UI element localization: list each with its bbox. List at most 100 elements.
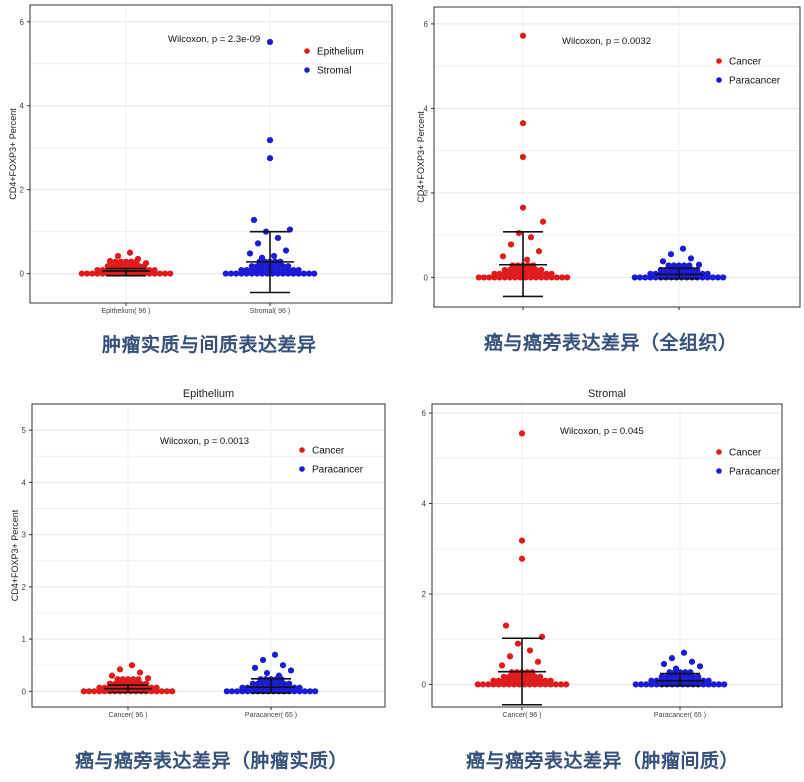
data-point [542,677,549,684]
data-point [475,274,482,281]
y-tick-label: 0 [422,680,427,689]
data-point-outlier [254,240,262,247]
series-cancer [475,32,571,281]
data-point-outlier [274,234,282,242]
data-point-outlier [114,252,122,260]
data-point-outlier [502,622,510,629]
data-point [670,262,677,269]
data-point-outlier [519,32,527,39]
legend-marker [299,447,305,453]
wilcoxon-annotation: Wilcoxon, p = 0.045 [560,426,644,437]
chart-panel-4: 0 2 4 6 Cancer( 96 ) Paracancer( 65 ) Stromal W… [404,380,804,740]
data-point [122,258,130,265]
y-tick-label: 1 [22,635,27,644]
y-tick-label: 0 [22,687,27,696]
data-point-outlier [266,38,274,46]
data-point [543,270,550,277]
data-point [490,677,497,684]
data-point-outlier [668,655,676,662]
data-point-outlier [518,430,526,437]
chart-title: Epithelium [183,388,234,400]
chart-title: Stromal [588,388,626,400]
data-point [306,688,314,695]
data-point-outlier [695,261,703,268]
data-point [721,681,728,688]
data-point [704,270,711,277]
data-point-outlier [108,672,116,679]
data-point [675,262,683,269]
data-point-outlier [270,252,278,260]
data-point [227,270,235,277]
chart-svg-3: 0 1 2 3 4 5 Cancer( 96 ) Paracancer( 65 ) CD4+FO… [10,388,386,719]
data-point [496,270,503,277]
data-point-outlier [688,658,696,665]
data-point [223,688,230,695]
data-point [714,274,722,281]
legend-label: Paracancer [729,467,781,478]
data-point [109,263,117,270]
plot-background [432,404,782,707]
wilcoxon-annotation: Wilcoxon, p = 0.0013 [160,436,249,447]
data-point [511,673,518,680]
data-point [254,680,262,687]
data-point [505,673,513,680]
data-point [151,266,158,274]
data-point [485,681,492,688]
x-tick-label: Paracancer( 65 ) [654,712,706,719]
y-tick-label: 0 [424,273,429,282]
data-point [500,673,507,680]
legend-marker [716,468,722,474]
error-bar [499,230,547,298]
data-point [253,263,261,270]
error-bar [247,677,295,694]
error-bar [102,267,150,277]
data-point [663,673,671,680]
x-tick-label: Paracancer( 65 ) [245,712,297,719]
data-point [709,274,716,281]
legend-label: Cancer [729,57,762,68]
data-point [305,270,313,277]
data-point-outlier [687,255,695,262]
data-point-outlier [120,677,128,684]
data-point-outlier [534,658,542,665]
data-point-outlier [519,153,527,161]
data-point [228,688,236,695]
data-point [249,680,256,687]
caption-4: 癌与癌旁表达差异（肿瘤间质） [466,750,740,772]
data-point-outlier [126,249,134,256]
data-point [112,258,119,265]
data-point [553,274,560,281]
data-point [300,270,307,277]
data-point-outlier [660,660,668,668]
data-point-outlier [106,257,114,265]
data-point-outlier [526,647,534,654]
y-tick-label: 6 [20,18,25,27]
data-point [642,274,649,281]
data-point [563,681,570,688]
x-tick-label: Cancer( 96 ) [109,712,148,719]
data-point-outlier [696,663,704,670]
data-point [312,688,319,695]
legend-marker [716,58,722,64]
data-point [715,681,723,688]
legend-label: Paracancer [729,76,781,87]
data-point-outlier [507,241,515,248]
data-point [512,266,519,274]
data-point [687,669,694,676]
data-point-outlier [672,665,680,672]
caption-1: 肿瘤实质与间质表达差异 [102,334,317,356]
y-tick-label: 4 [424,104,429,113]
y-tick-label: 6 [422,409,427,418]
data-point-outlier [538,633,546,641]
y-tick-label: 4 [22,478,27,487]
series-cancer [474,430,570,688]
data-point [96,684,103,691]
legend-marker [304,48,310,54]
error-bar [656,672,704,687]
error-bar [104,684,152,694]
x-tick-label: Stromal( 96 ) [250,308,290,315]
data-point [517,266,524,274]
data-point [689,673,697,680]
y-axis-label: CD4+FOXP3+ Percent [10,509,20,601]
data-point [557,681,565,688]
